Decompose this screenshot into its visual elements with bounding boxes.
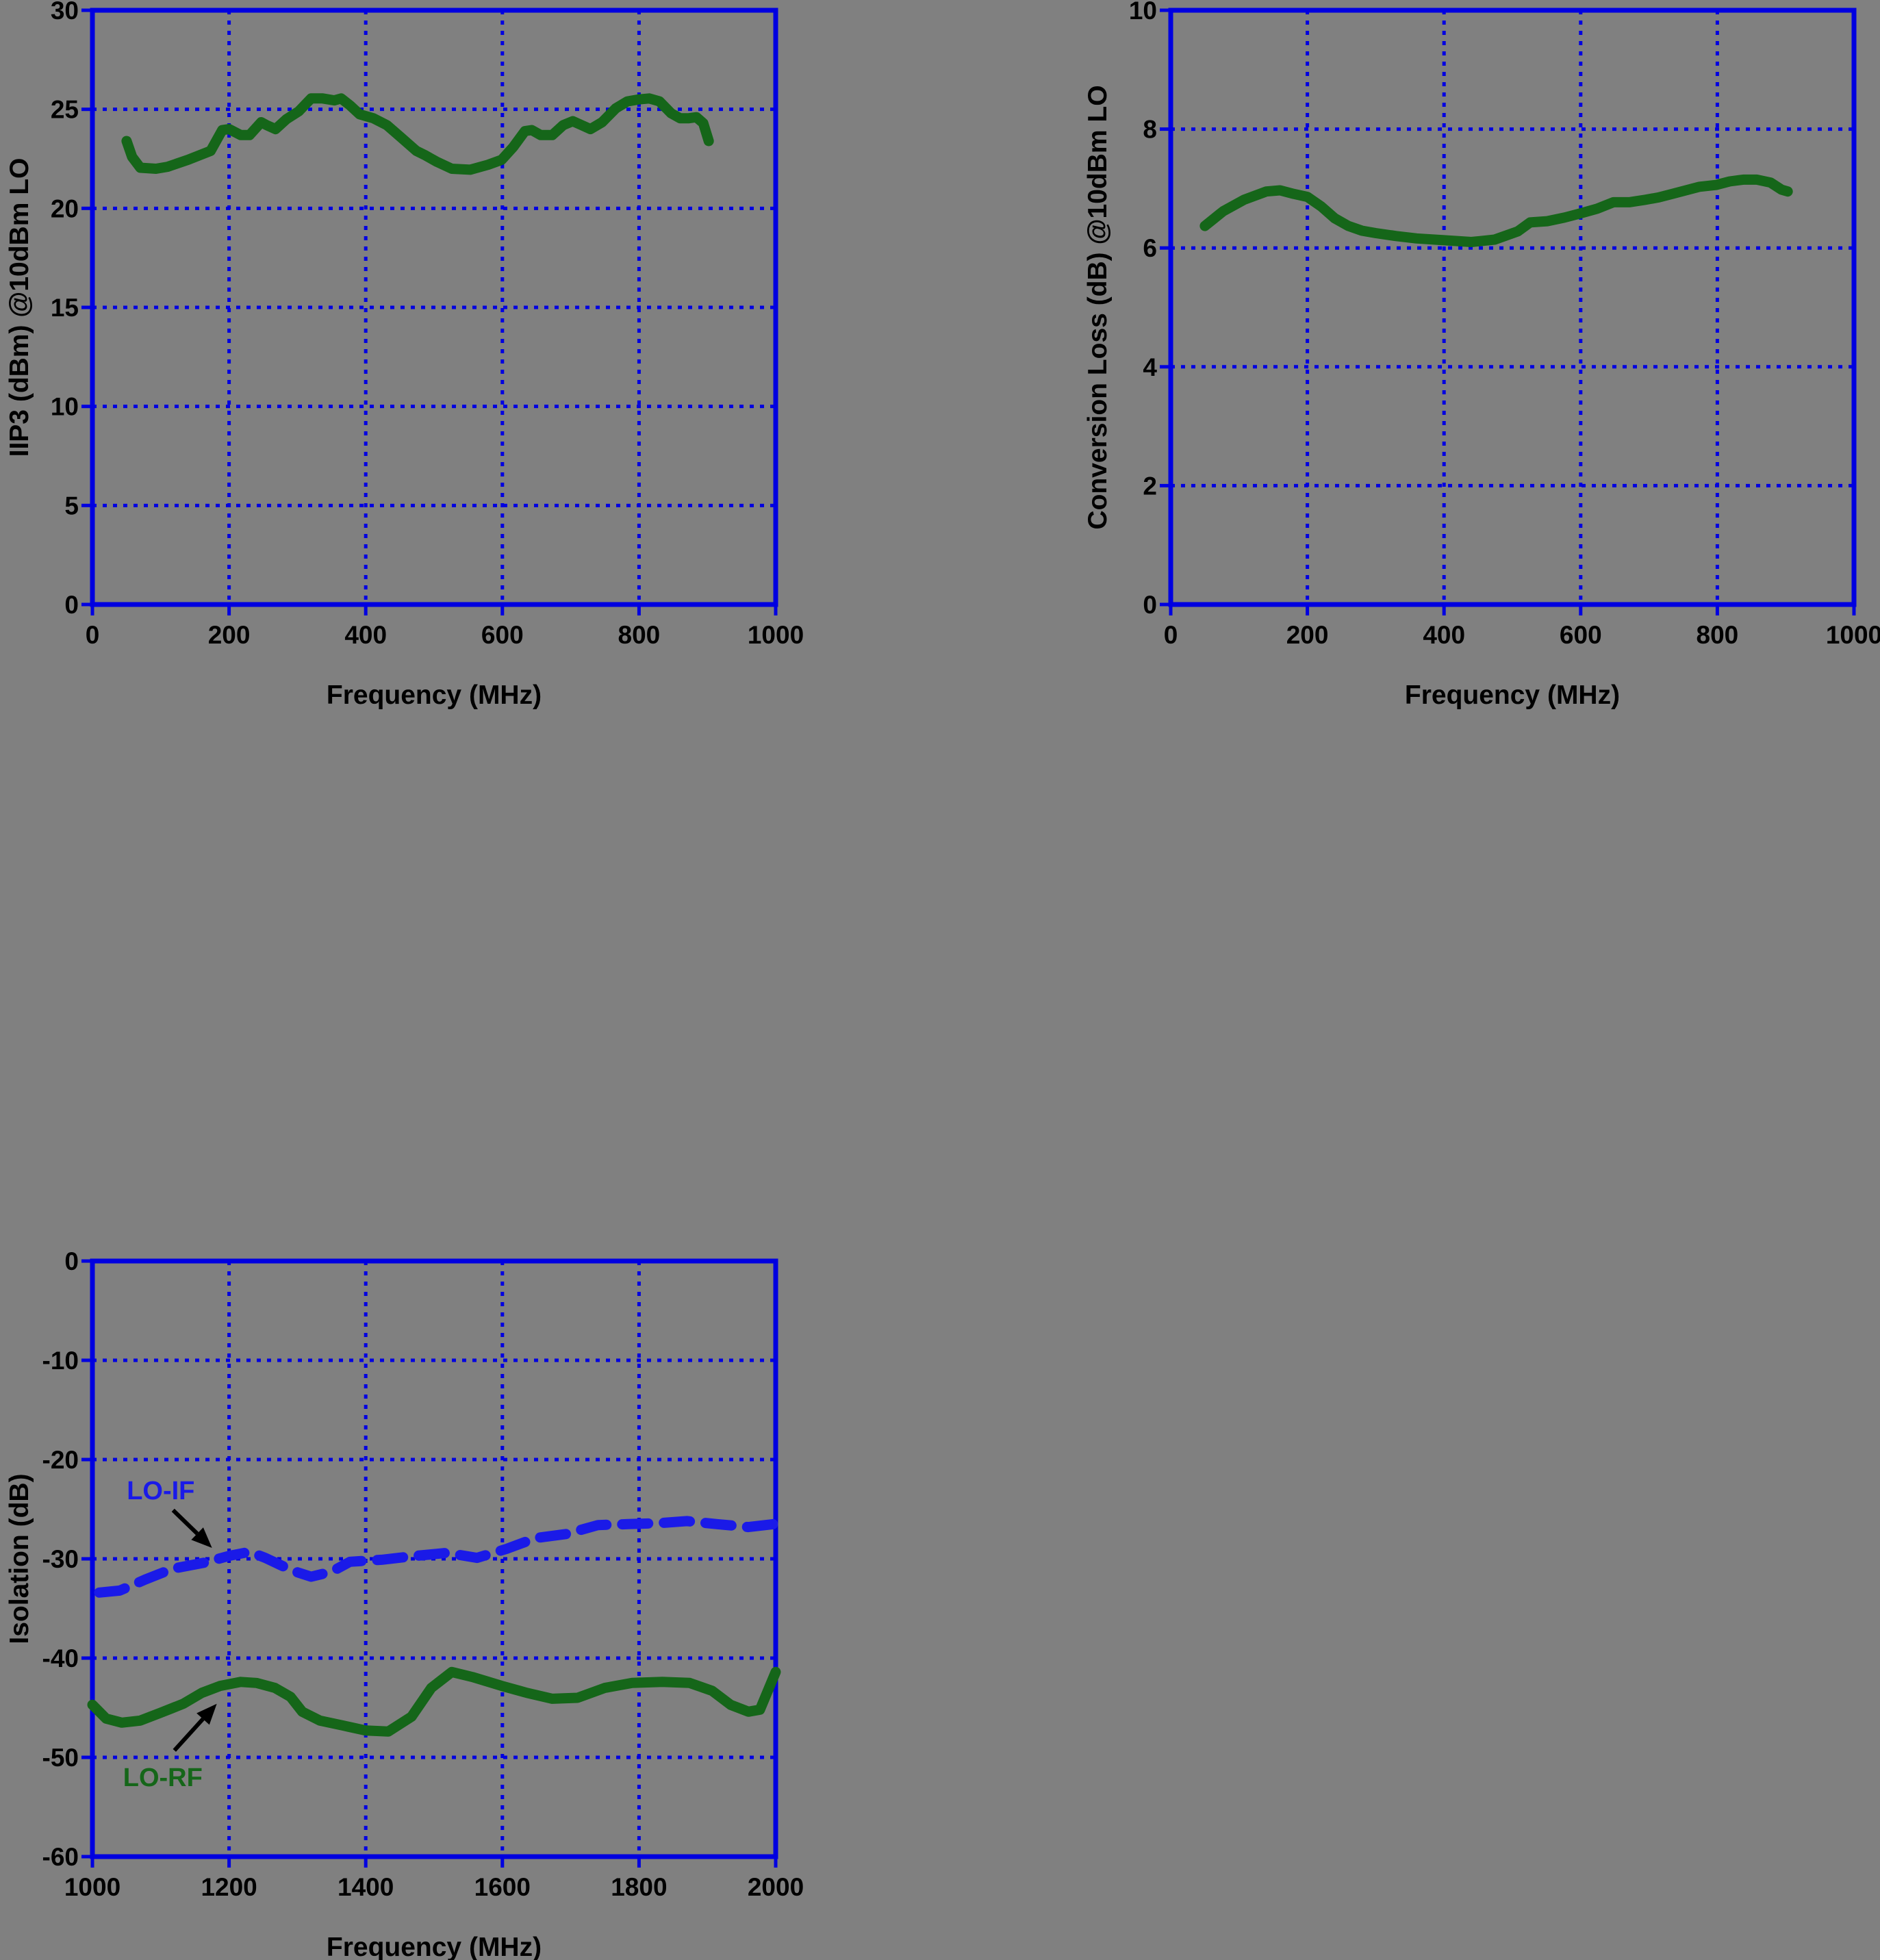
plot-border — [90, 1258, 778, 1859]
x-tick-label: 1800 — [611, 1873, 667, 1901]
series-lo-if — [94, 1516, 779, 1598]
y-tick-label: 4 — [1143, 353, 1157, 381]
y-tick-label: 20 — [51, 194, 79, 222]
chart-isolation: 1000 1200 1400 1600 1800 2000 0 -10 -20 -30 -40 -50… — [5, 1247, 804, 1960]
chart-conversion-loss: 0 200 400 600 800 1000 0 2 4 6 8 10 Frequency (MHz) C… — [1083, 0, 1880, 710]
x-axis-title: Frequency (MHz) — [327, 1933, 542, 1960]
plot-border — [90, 8, 778, 607]
x-tick-label: 200 — [1286, 621, 1329, 649]
x-tick-label: 1200 — [201, 1873, 257, 1901]
y-axis-title: IIP3 (dBm) @10dBm LO — [5, 158, 34, 457]
y-tick-label: -30 — [42, 1545, 79, 1573]
annotation-arrow-head — [196, 1703, 217, 1725]
x-tick-label: 1000 — [1826, 621, 1880, 649]
x-axis-title: Frequency (MHz) — [327, 680, 542, 710]
y-tick-label: -60 — [42, 1843, 79, 1871]
x-tick-label: 0 — [1164, 621, 1178, 649]
annotation-arrow-shaft — [171, 1508, 199, 1536]
x-axis-title: Frequency (MHz) — [1405, 680, 1620, 710]
x-tick-label: 400 — [344, 621, 387, 649]
x-tick-label: 1600 — [474, 1873, 531, 1901]
y-tick-label: 5 — [64, 492, 79, 520]
y-tick-label: 15 — [51, 294, 79, 322]
y-tick-label: -10 — [42, 1347, 79, 1375]
x-tick-label: 800 — [618, 621, 661, 649]
y-tick-label: 6 — [1143, 234, 1157, 262]
legend-label-lo-if: LO-IF — [127, 1477, 194, 1505]
annotation-arrow-head — [191, 1527, 212, 1549]
x-tick-label: 200 — [208, 621, 251, 649]
x-tick-label: 1000 — [748, 621, 804, 649]
y-tick-label: 0 — [64, 591, 79, 619]
y-axis-title: Conversion Loss (dB) @10dBm LO — [1083, 85, 1113, 529]
series-iip3 — [121, 93, 714, 175]
x-tick-label: 600 — [481, 621, 524, 649]
x-tick-label: 400 — [1423, 621, 1465, 649]
y-axis-title: Isolation (dB) — [5, 1473, 34, 1644]
x-tick-label: 600 — [1560, 621, 1602, 649]
y-tick-label: 10 — [1129, 0, 1157, 25]
y-tick-label: 10 — [51, 393, 79, 421]
x-tick-label: 1000 — [64, 1873, 120, 1901]
x-tick-label: 800 — [1697, 621, 1739, 649]
y-tick-label: -50 — [42, 1744, 79, 1772]
legend-label-lo-rf: LO-RF — [123, 1764, 203, 1792]
y-tick-label: -20 — [42, 1446, 79, 1474]
y-tick-label: 0 — [64, 1247, 79, 1275]
y-tick-label: 30 — [51, 0, 79, 25]
x-tick-label: 1400 — [338, 1873, 394, 1901]
annotation-arrow-shaft — [173, 1717, 205, 1752]
x-tick-label: 0 — [86, 621, 100, 649]
x-tick-label: 2000 — [748, 1873, 804, 1901]
chart-iip3: 0 200 400 600 800 1000 0 5 10 15 20 25 30 Frequency (… — [5, 0, 804, 710]
y-tick-label: 2 — [1143, 472, 1157, 500]
y-tick-label: 25 — [51, 96, 79, 124]
y-tick-label: 8 — [1143, 116, 1157, 144]
series-conversion-loss — [1199, 174, 1793, 247]
y-tick-label: -40 — [42, 1644, 79, 1672]
series-lo-rf — [87, 1666, 781, 1737]
plot-border — [1168, 8, 1857, 607]
y-tick-label: 0 — [1143, 591, 1157, 619]
